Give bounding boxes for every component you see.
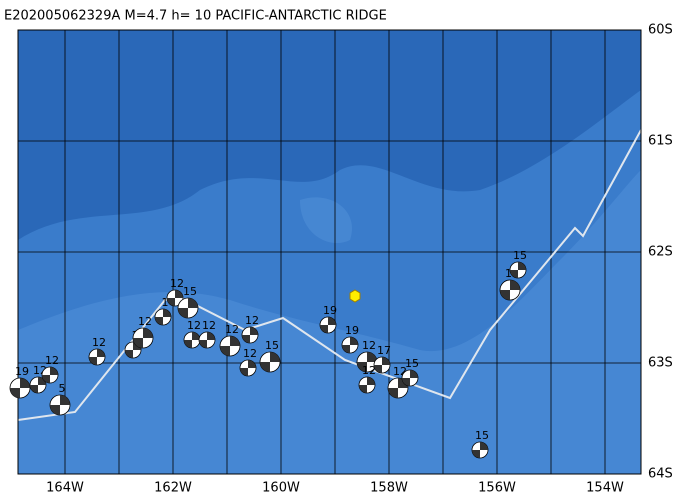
beachball: 12 (198, 319, 216, 349)
beachball: 12 (88, 336, 106, 366)
beachball: 19 (319, 304, 337, 334)
event-label: 12 (92, 336, 106, 349)
beachball: 12 (241, 314, 259, 344)
beachball: 12 (358, 364, 376, 394)
event-label: 5 (59, 382, 66, 395)
map-frame (17, 29, 642, 475)
beachball-quadrant (242, 327, 258, 343)
bathymetry-shallow (18, 170, 641, 474)
beachball: 17 (373, 344, 391, 374)
beachball: 12 (183, 319, 201, 349)
lat-label: 64S (648, 467, 673, 482)
event-label: 12 (225, 323, 239, 336)
beachball: 15 (259, 339, 281, 373)
event-label: 12 (243, 347, 257, 360)
beachball: 15 (177, 285, 199, 319)
beachball: 12 (219, 323, 241, 357)
beachball-quadrant (42, 367, 58, 383)
beachball: 1 (154, 296, 172, 326)
lat-label: 60S (648, 23, 673, 38)
beachball: 15 (401, 357, 419, 387)
event-label: 12 (202, 319, 216, 332)
beachball: 5 (49, 382, 71, 416)
epicenter (349, 289, 361, 303)
lon-label: 158W (370, 481, 408, 496)
lon-label: 162W (154, 481, 192, 496)
lon-label: 154W (586, 481, 624, 496)
beachball: 12 (132, 315, 154, 349)
event-label: 15 (183, 285, 197, 298)
beachball: 19 (341, 324, 359, 354)
beachball: 12 (41, 354, 59, 384)
beachball: 15 (471, 429, 489, 459)
beachball-quadrant (500, 280, 520, 300)
event-label: 12 (362, 339, 376, 352)
beachball-quadrant (320, 317, 336, 333)
event-label: 12 (187, 319, 201, 332)
event-label: 17 (377, 344, 391, 357)
event-label: 15 (513, 249, 527, 262)
lon-label: 156W (478, 481, 516, 496)
beachball-quadrant (510, 262, 526, 278)
event-label: 12 (138, 315, 152, 328)
beachball-quadrant (472, 442, 488, 458)
beachball-quadrant (133, 328, 153, 348)
beachball-quadrant (240, 360, 256, 376)
event-label: 12 (245, 314, 259, 327)
beachball-quadrant (220, 336, 240, 356)
beachball-quadrant (374, 357, 390, 373)
beachball-quadrant (167, 290, 183, 306)
beachball-quadrant (260, 352, 280, 372)
beachball-quadrant (388, 378, 408, 398)
beachball-quadrant (184, 332, 200, 348)
event-label: 15 (475, 429, 489, 442)
beachball-quadrant (402, 370, 418, 386)
lat-label: 61S (648, 134, 673, 149)
lon-label: 164W (46, 481, 84, 496)
beachball-quadrant (178, 298, 198, 318)
beachball-quadrant (357, 352, 377, 372)
event-label: 1 (162, 296, 169, 309)
beachball: 15 (509, 249, 527, 279)
event-label: 12 (170, 277, 184, 290)
beachball-quadrant (89, 349, 105, 365)
event-label: 12 (45, 354, 59, 367)
beachball: 12 (29, 364, 47, 394)
title: E202005062329A M=4.7 h= 10 PACIFIC-ANTAR… (4, 9, 387, 24)
beachball-quadrant (50, 395, 70, 415)
lat-label: 62S (648, 245, 673, 260)
event-label: 19 (15, 365, 29, 378)
event-label: 15 (405, 357, 419, 370)
ridge-line (17, 129, 642, 421)
beachball-quadrant (342, 337, 358, 353)
beachball-quadrant (199, 332, 215, 348)
event-label: 15 (265, 339, 279, 352)
beachball-quadrant (155, 309, 171, 325)
lon-label: 160W (262, 481, 300, 496)
beachball-quadrant (30, 377, 46, 393)
beachball-quadrant (359, 377, 375, 393)
event-label: 12 (362, 364, 376, 377)
event-label: 19 (345, 324, 359, 337)
beachball: 19 (9, 365, 31, 399)
beachball: 12 (166, 277, 184, 307)
event-label: 19 (323, 304, 337, 317)
beachball: 12 (239, 347, 257, 377)
lat-label: 63S (648, 356, 673, 371)
beachball-quadrant (10, 378, 30, 398)
